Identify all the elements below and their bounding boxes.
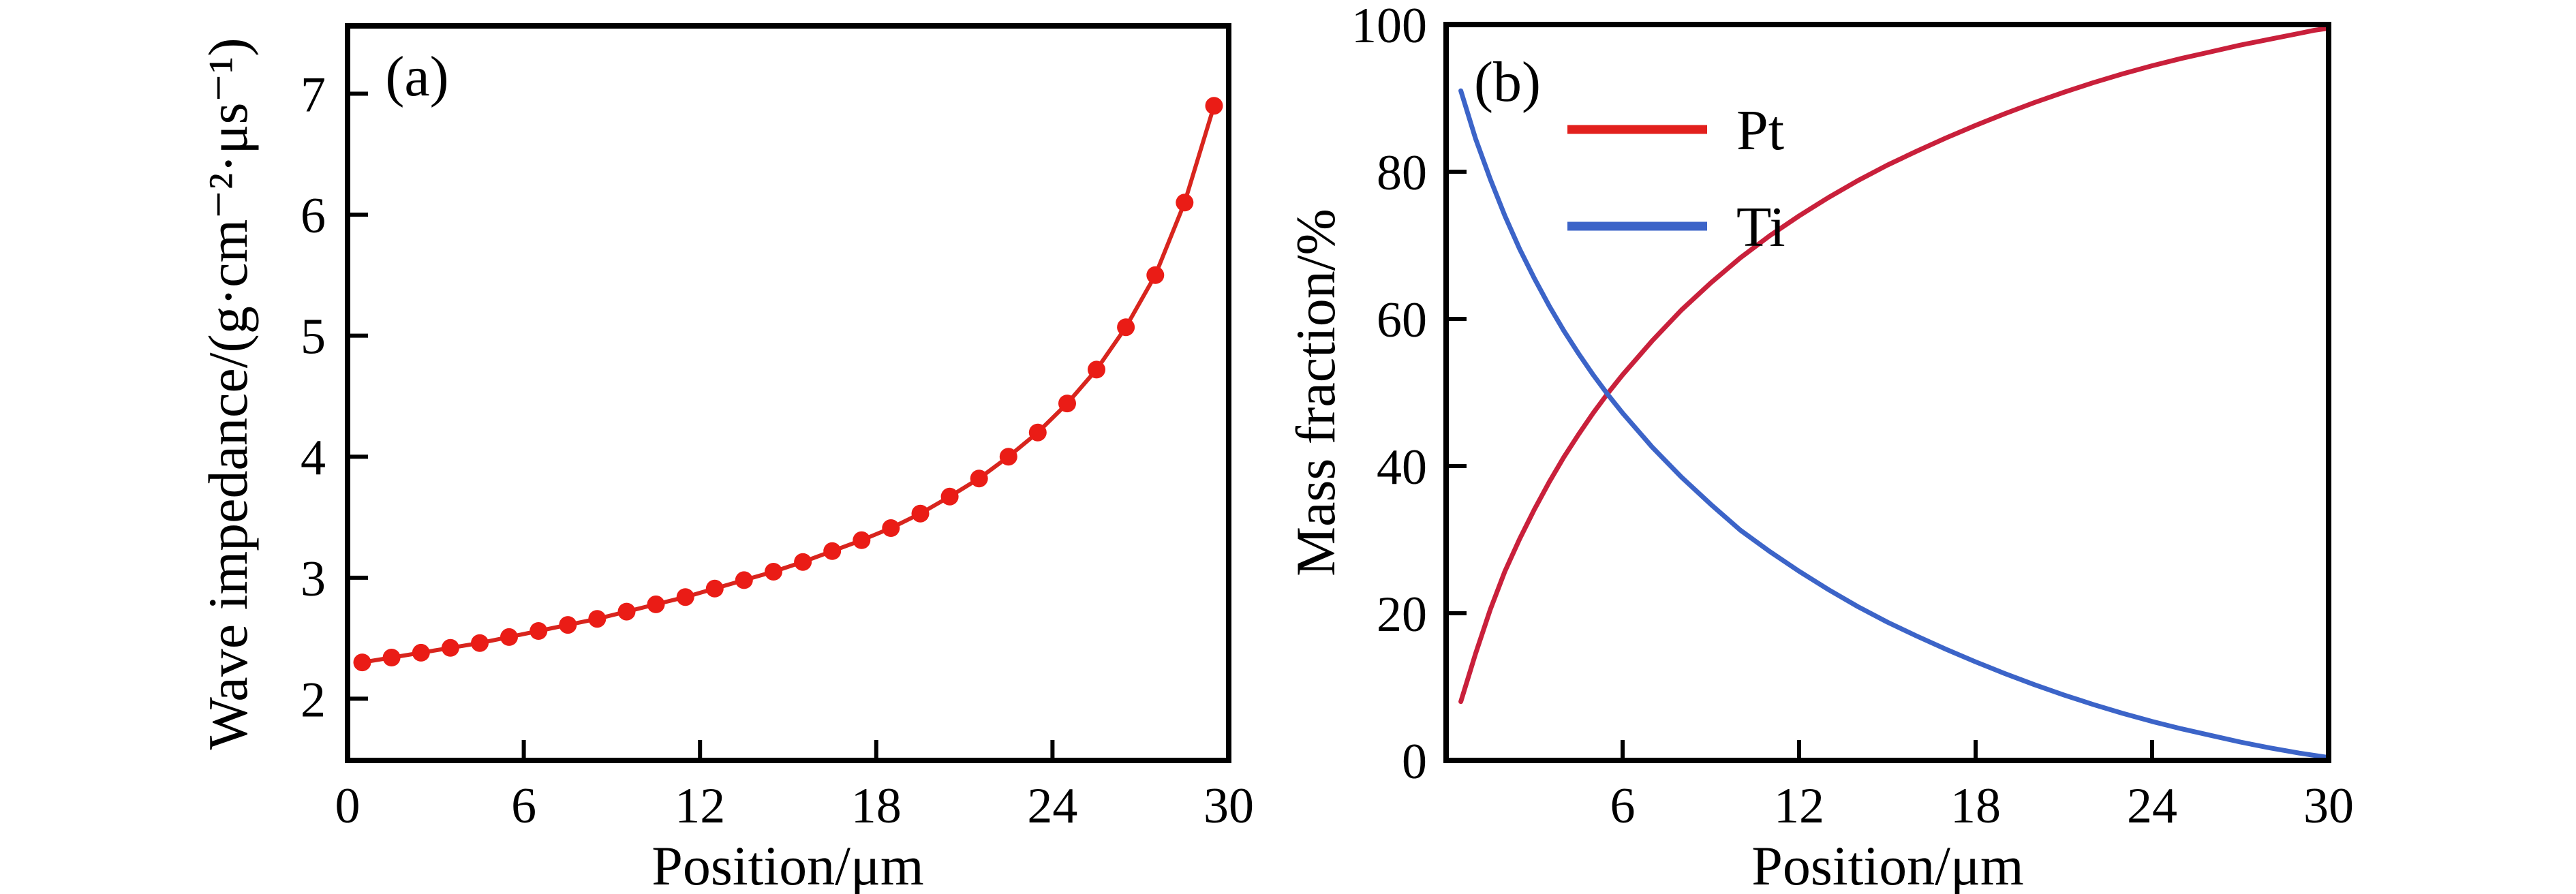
data-point — [382, 649, 401, 666]
y-tick-label: 60 — [1377, 292, 1427, 348]
panel-b-y-axis-title: Mass fraction/% — [1285, 209, 1347, 576]
data-point — [823, 542, 842, 560]
data-point — [911, 504, 930, 523]
panel-b-legend: Pt Ti — [1567, 99, 1785, 259]
y-tick-label: 5 — [301, 309, 326, 365]
data-point — [794, 553, 812, 571]
x-tick-label: 6 — [1610, 778, 1636, 834]
legend-label-ti: Ti — [1736, 196, 1785, 259]
panel-a-ticks-layer: 0 6 12 18 24 30 2 3 4 5 6 7 — [301, 67, 1254, 834]
data-point — [882, 519, 900, 537]
data-point — [1058, 395, 1076, 413]
x-tick-label: 18 — [1950, 778, 2001, 834]
panel-a-y-axis-title: Wave impedance/(g·cm⁻²·μs⁻¹) — [197, 37, 259, 750]
x-tick-label: 24 — [2127, 778, 2177, 834]
data-point — [647, 595, 665, 613]
series-line-Pt — [1458, 25, 2331, 705]
y-tick-label: 40 — [1377, 440, 1427, 495]
panel-b-x-axis-title: Position/μm — [1751, 835, 2023, 894]
data-point — [676, 588, 694, 606]
legend-label-pt: Pt — [1736, 99, 1784, 162]
data-point — [588, 610, 607, 628]
series-line-impedance — [360, 104, 1216, 665]
y-tick-label: 0 — [1402, 734, 1427, 790]
y-tick-label: 6 — [301, 188, 326, 244]
panel-a-x-axis-title: Position/μm — [651, 835, 923, 894]
data-point — [999, 448, 1017, 466]
data-point — [735, 571, 753, 589]
data-point — [530, 622, 548, 640]
x-tick-label: 18 — [851, 778, 902, 834]
x-tick-label: 30 — [2303, 778, 2354, 834]
panel-b: 6 12 18 24 30 0 20 40 60 80 100 (b) Position/μm Ma… — [1285, 0, 2354, 894]
panel-b-series-layer — [1458, 25, 2331, 760]
x-tick-label: 12 — [675, 778, 725, 834]
y-tick-label: 2 — [301, 672, 326, 728]
y-tick-label: 7 — [301, 67, 326, 123]
panel-b-label: (b) — [1474, 50, 1541, 114]
data-point — [441, 638, 459, 657]
data-point — [617, 602, 636, 621]
y-tick-label: 3 — [301, 551, 326, 607]
data-point — [471, 634, 489, 652]
data-point — [500, 628, 518, 646]
panel-b-ticks-layer: 6 12 18 24 30 0 20 40 60 80 100 — [1351, 0, 2354, 834]
series-line-Ti — [1458, 88, 2331, 760]
y-tick-label: 4 — [301, 430, 326, 486]
data-point — [705, 579, 724, 598]
panel-a-series-layer — [353, 97, 1223, 672]
data-point — [853, 531, 871, 549]
data-point — [765, 563, 782, 581]
data-point — [1117, 318, 1135, 337]
data-point — [1205, 97, 1223, 115]
data-point — [970, 469, 988, 488]
panel-a: 0 6 12 18 24 30 2 3 4 5 6 7 (a) Position/μm Wave im… — [197, 23, 1254, 894]
y-tick-label: 100 — [1351, 0, 1427, 54]
y-tick-label: 20 — [1377, 587, 1427, 643]
data-point — [353, 653, 371, 672]
panel-b-plot-frame — [1443, 22, 2331, 763]
data-point — [559, 616, 577, 634]
data-point — [412, 643, 430, 662]
x-tick-label: 6 — [511, 778, 536, 834]
panel-a-plot-frame — [345, 23, 1231, 763]
data-point — [1088, 360, 1105, 379]
panel-a-label: (a) — [385, 45, 448, 108]
x-tick-label: 30 — [1203, 778, 1254, 834]
y-tick-label: 80 — [1377, 145, 1427, 201]
x-tick-label: 24 — [1027, 778, 1077, 834]
data-point — [1146, 266, 1165, 284]
x-tick-label: 12 — [1774, 778, 1824, 834]
data-point — [940, 487, 959, 506]
data-point — [1028, 423, 1047, 442]
data-point — [1176, 194, 1194, 212]
x-tick-label: 0 — [335, 778, 361, 834]
